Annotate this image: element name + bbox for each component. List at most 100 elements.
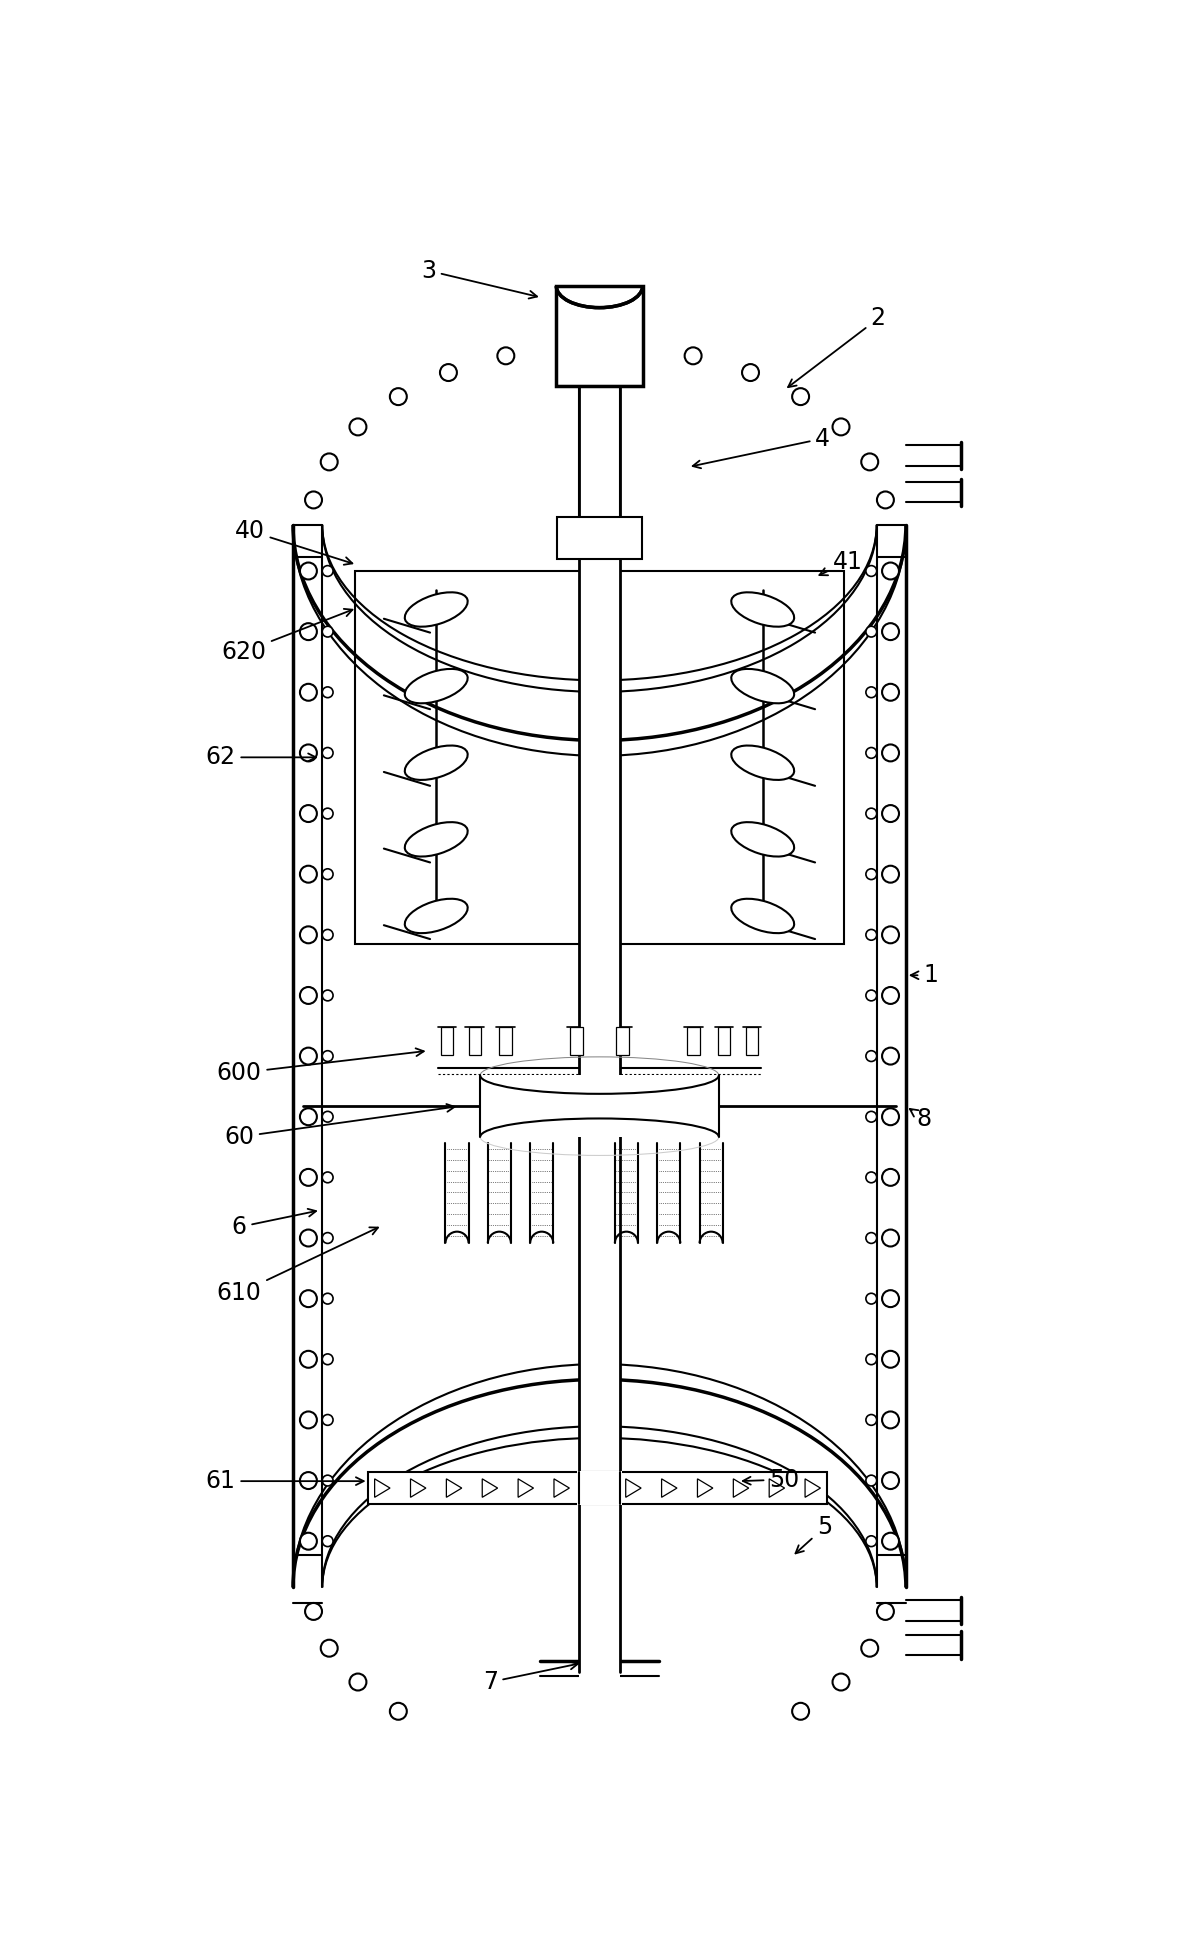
Polygon shape — [518, 1478, 534, 1498]
Circle shape — [300, 1169, 317, 1186]
Text: 4: 4 — [693, 426, 830, 468]
Ellipse shape — [731, 592, 794, 627]
Circle shape — [300, 805, 317, 822]
Circle shape — [866, 809, 876, 819]
Circle shape — [866, 1293, 876, 1304]
Circle shape — [882, 1473, 899, 1490]
Bar — [687, 1027, 699, 1055]
Circle shape — [323, 1474, 333, 1486]
Polygon shape — [446, 1478, 462, 1498]
Ellipse shape — [405, 670, 468, 702]
Text: 3: 3 — [421, 259, 537, 298]
Circle shape — [390, 1703, 406, 1720]
Text: 6: 6 — [231, 1209, 317, 1238]
Circle shape — [876, 1602, 894, 1620]
Circle shape — [300, 865, 317, 882]
Circle shape — [882, 683, 899, 700]
Circle shape — [300, 1351, 317, 1368]
Polygon shape — [482, 1478, 498, 1498]
Circle shape — [882, 1411, 899, 1428]
Text: 61: 61 — [206, 1469, 363, 1494]
Circle shape — [323, 991, 333, 1000]
Circle shape — [685, 1742, 701, 1759]
Text: 62: 62 — [206, 745, 315, 770]
Text: 41: 41 — [819, 550, 862, 575]
Circle shape — [323, 869, 333, 880]
Text: 7: 7 — [483, 1662, 578, 1695]
Bar — [577, 1471, 622, 1505]
Circle shape — [866, 1233, 876, 1244]
Circle shape — [323, 565, 333, 577]
Ellipse shape — [405, 822, 468, 857]
Circle shape — [323, 1536, 333, 1546]
Bar — [579, 333, 620, 1749]
Circle shape — [559, 1751, 577, 1767]
Circle shape — [300, 745, 317, 760]
Circle shape — [323, 747, 333, 759]
Circle shape — [323, 1173, 333, 1182]
Bar — [571, 1027, 583, 1055]
Circle shape — [882, 1291, 899, 1308]
Circle shape — [866, 1111, 876, 1122]
Circle shape — [323, 1414, 333, 1426]
Circle shape — [300, 1291, 317, 1308]
Circle shape — [559, 339, 577, 356]
Circle shape — [498, 348, 514, 364]
Bar — [616, 1027, 628, 1055]
Circle shape — [793, 1703, 809, 1720]
Circle shape — [321, 453, 338, 470]
Text: 620: 620 — [222, 610, 353, 664]
Text: 610: 610 — [217, 1227, 378, 1306]
Circle shape — [300, 1229, 317, 1246]
Bar — [480, 1076, 719, 1138]
Text: 600: 600 — [217, 1049, 423, 1086]
Circle shape — [832, 1674, 849, 1691]
Bar — [368, 1473, 826, 1503]
Text: 60: 60 — [224, 1105, 454, 1149]
Circle shape — [866, 627, 876, 637]
Circle shape — [882, 1351, 899, 1368]
Text: 1: 1 — [911, 964, 938, 987]
Circle shape — [882, 865, 899, 882]
Circle shape — [622, 1751, 640, 1767]
Bar — [355, 571, 590, 944]
Bar — [469, 1027, 481, 1055]
Bar — [499, 1027, 512, 1055]
Circle shape — [323, 809, 333, 819]
Circle shape — [323, 1233, 333, 1244]
Circle shape — [882, 1533, 899, 1550]
Bar — [556, 286, 643, 387]
Circle shape — [349, 1674, 367, 1691]
Circle shape — [323, 627, 333, 637]
Circle shape — [622, 339, 640, 356]
Circle shape — [390, 389, 406, 404]
Circle shape — [323, 1293, 333, 1304]
Polygon shape — [410, 1478, 426, 1498]
Circle shape — [300, 1047, 317, 1064]
Circle shape — [300, 623, 317, 640]
Circle shape — [882, 745, 899, 760]
Circle shape — [866, 747, 876, 759]
Circle shape — [305, 491, 323, 509]
Circle shape — [323, 1051, 333, 1062]
Circle shape — [498, 1742, 514, 1759]
Circle shape — [742, 1726, 759, 1743]
Circle shape — [882, 987, 899, 1004]
Polygon shape — [374, 1478, 390, 1498]
Circle shape — [861, 1639, 878, 1656]
Circle shape — [300, 1411, 317, 1428]
Circle shape — [882, 805, 899, 822]
Ellipse shape — [731, 745, 794, 780]
Circle shape — [866, 687, 876, 699]
Bar — [441, 1027, 453, 1055]
Bar — [609, 571, 844, 944]
Circle shape — [321, 1639, 338, 1656]
Circle shape — [866, 991, 876, 1000]
Circle shape — [440, 1726, 457, 1743]
Polygon shape — [734, 1478, 748, 1498]
Circle shape — [323, 687, 333, 699]
Circle shape — [882, 1169, 899, 1186]
Polygon shape — [556, 265, 643, 286]
Polygon shape — [770, 1478, 784, 1498]
Circle shape — [323, 929, 333, 940]
